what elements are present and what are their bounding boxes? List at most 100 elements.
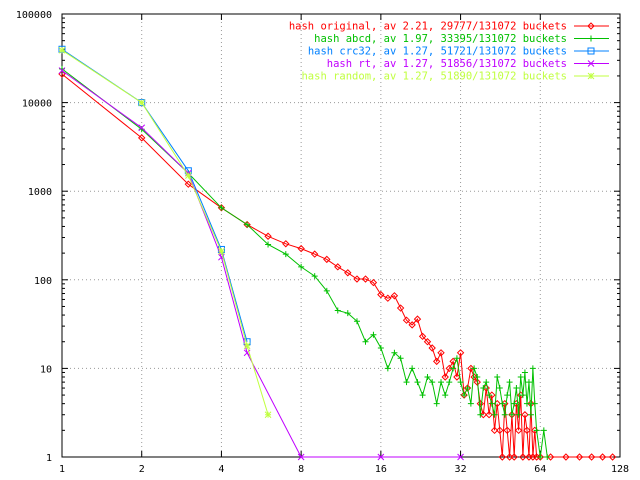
data-point bbox=[353, 318, 360, 325]
data-point bbox=[418, 332, 427, 341]
data-point bbox=[218, 204, 225, 211]
data-point bbox=[282, 240, 290, 248]
data-point bbox=[423, 338, 432, 346]
data-point bbox=[323, 287, 330, 294]
legend-label: hash rt, av 1.27, 51856/131072 buckets bbox=[327, 58, 567, 70]
data-point bbox=[494, 373, 501, 380]
data-point bbox=[479, 411, 488, 419]
data-point bbox=[58, 46, 66, 54]
legend: hash original, av 2.21, 29777/131072 buc… bbox=[289, 21, 609, 83]
data-point bbox=[508, 411, 515, 418]
data-point bbox=[361, 275, 370, 283]
data-point bbox=[432, 357, 441, 366]
data-point bbox=[450, 365, 457, 372]
data-point bbox=[419, 392, 426, 399]
data-point bbox=[384, 365, 391, 372]
data-point bbox=[503, 426, 511, 435]
data-point bbox=[471, 365, 478, 372]
data-point bbox=[473, 378, 481, 386]
data-point bbox=[428, 344, 436, 352]
data-point bbox=[413, 315, 422, 323]
data-point bbox=[523, 426, 531, 435]
legend-swatch-marker bbox=[587, 22, 595, 30]
data-point bbox=[463, 384, 472, 392]
data-point bbox=[414, 379, 421, 386]
y-tick-label: 1 bbox=[46, 453, 52, 464]
data-point bbox=[353, 275, 361, 283]
data-point bbox=[513, 385, 520, 392]
legend-label: hash abcd, av 1.97, 33395/131072 buckets bbox=[314, 33, 567, 45]
data-point bbox=[533, 427, 540, 434]
x-tick-label: 2 bbox=[139, 464, 145, 475]
x-tick-label: 1 bbox=[59, 464, 65, 475]
data-point bbox=[218, 247, 225, 255]
data-point bbox=[244, 221, 251, 228]
data-point bbox=[397, 355, 404, 362]
data-point bbox=[608, 453, 617, 461]
legend-swatch-marker bbox=[587, 60, 595, 67]
data-point bbox=[424, 373, 431, 380]
data-point bbox=[217, 204, 226, 212]
data-point bbox=[184, 180, 193, 188]
data-point bbox=[457, 453, 464, 461]
data-point bbox=[587, 453, 596, 461]
y-tick-label: 10000 bbox=[22, 99, 52, 110]
series-line bbox=[61, 73, 613, 458]
data-point bbox=[521, 369, 528, 376]
series-5 bbox=[58, 46, 272, 419]
data-point bbox=[449, 357, 457, 366]
data-point bbox=[523, 400, 530, 407]
data-point bbox=[491, 411, 498, 418]
data-point bbox=[298, 263, 305, 270]
series-layer bbox=[58, 45, 617, 461]
data-point bbox=[429, 379, 436, 386]
data-point bbox=[390, 292, 399, 300]
series-4 bbox=[58, 67, 464, 461]
data-point bbox=[521, 411, 529, 419]
series-line bbox=[61, 49, 269, 415]
data-point bbox=[525, 379, 532, 386]
data-point bbox=[453, 373, 461, 381]
data-point bbox=[499, 400, 506, 407]
data-point bbox=[485, 411, 493, 419]
data-point bbox=[540, 427, 547, 434]
data-point bbox=[362, 338, 369, 345]
data-point bbox=[457, 379, 464, 386]
data-point bbox=[344, 269, 352, 277]
data-point bbox=[477, 411, 484, 418]
data-point bbox=[344, 310, 351, 317]
data-point bbox=[496, 426, 504, 435]
data-point bbox=[501, 411, 508, 418]
data-point bbox=[510, 453, 518, 461]
data-point bbox=[243, 342, 251, 350]
data-point bbox=[138, 124, 146, 132]
data-point bbox=[369, 278, 378, 287]
data-point bbox=[402, 316, 411, 324]
data-point bbox=[486, 392, 493, 399]
data-point bbox=[467, 364, 475, 373]
series-2 bbox=[59, 65, 551, 460]
legend-label: hash original, av 2.21, 29777/131072 buc… bbox=[289, 21, 567, 33]
data-point bbox=[474, 373, 481, 380]
data-point bbox=[408, 321, 416, 329]
y-tick-label: 100 bbox=[34, 276, 52, 287]
data-point bbox=[441, 373, 449, 381]
y-tick-label: 1000 bbox=[28, 187, 52, 198]
legend-swatch-marker bbox=[588, 35, 594, 42]
x-tick-label: 64 bbox=[534, 464, 546, 475]
series-line bbox=[61, 70, 461, 458]
data-point bbox=[488, 391, 496, 399]
x-tick-label: 8 bbox=[298, 464, 304, 475]
data-point bbox=[297, 244, 305, 253]
data-point bbox=[297, 453, 305, 461]
x-tick-label: 4 bbox=[218, 464, 224, 475]
data-point bbox=[515, 411, 522, 418]
data-point bbox=[476, 399, 485, 408]
data-point bbox=[396, 304, 405, 312]
data-point bbox=[438, 379, 445, 386]
x-tick-label: 128 bbox=[611, 464, 629, 475]
x-tick-label: 32 bbox=[455, 464, 467, 475]
data-point bbox=[519, 453, 527, 461]
grid bbox=[62, 14, 620, 457]
data-point bbox=[531, 400, 538, 407]
